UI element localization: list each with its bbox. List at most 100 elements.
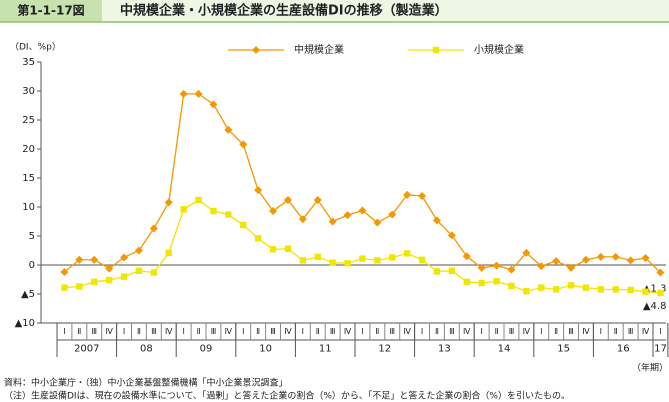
x-tick-label: Ⅱ bbox=[77, 327, 81, 336]
point bbox=[612, 286, 619, 293]
point bbox=[194, 89, 203, 98]
x-tick-label: Ⅳ bbox=[344, 327, 352, 336]
x-tick-label: Ⅰ bbox=[63, 327, 65, 336]
x-tick-label: Ⅳ bbox=[642, 327, 650, 336]
x-tick-label: Ⅱ bbox=[554, 327, 558, 336]
point bbox=[463, 278, 470, 286]
y-tick-label: 30 bbox=[22, 86, 35, 97]
point bbox=[462, 252, 471, 261]
x-tick-label: Ⅲ bbox=[628, 327, 634, 336]
x-tick-label: Ⅰ bbox=[659, 327, 661, 336]
point bbox=[269, 246, 277, 253]
point bbox=[418, 191, 427, 200]
value-label: ▲4.8 bbox=[643, 301, 667, 312]
x-tick-label: Ⅰ bbox=[421, 327, 423, 336]
x-tick-label: Ⅱ bbox=[495, 327, 499, 336]
point bbox=[359, 255, 366, 262]
point bbox=[60, 267, 69, 276]
y-tick-label: 20 bbox=[22, 144, 35, 155]
point bbox=[61, 284, 68, 291]
x-tick-label: Ⅲ bbox=[270, 327, 276, 336]
point bbox=[239, 140, 248, 149]
legend-label: 小規模企業 bbox=[474, 43, 524, 56]
point bbox=[432, 216, 441, 225]
point bbox=[477, 263, 486, 272]
y-axis-label: （DI、%p） bbox=[10, 42, 61, 53]
y-tick-label: 15 bbox=[22, 173, 35, 184]
x-tick-label: Ⅳ bbox=[523, 327, 531, 336]
x-tick-label: Ⅲ bbox=[449, 327, 455, 336]
x-tick-label: Ⅰ bbox=[242, 327, 244, 336]
point bbox=[373, 218, 382, 227]
x-tick-label: Ⅰ bbox=[302, 327, 304, 336]
point bbox=[552, 256, 561, 265]
point bbox=[522, 248, 531, 257]
x-tick-label: Ⅰ bbox=[361, 327, 363, 336]
point bbox=[225, 211, 232, 218]
x-tick-label: Ⅳ bbox=[284, 327, 292, 336]
point bbox=[538, 284, 545, 291]
point bbox=[105, 264, 114, 273]
point bbox=[611, 252, 620, 261]
point bbox=[492, 261, 501, 270]
x-tick-label: Ⅰ bbox=[600, 327, 602, 336]
point bbox=[224, 125, 233, 134]
x-group-label: 11 bbox=[319, 344, 332, 355]
y-tick-label: ▲5 bbox=[21, 289, 35, 300]
x-tick-label: Ⅱ bbox=[137, 327, 141, 336]
x-tick-label: Ⅲ bbox=[330, 327, 336, 336]
x-tick-label: Ⅱ bbox=[256, 327, 260, 336]
point bbox=[656, 268, 665, 277]
point bbox=[210, 207, 217, 215]
point bbox=[283, 196, 292, 205]
y-tick-label: 25 bbox=[22, 115, 35, 126]
x-tick-label: Ⅱ bbox=[375, 327, 379, 336]
point bbox=[180, 206, 187, 213]
x-tick-label: Ⅲ bbox=[568, 327, 574, 336]
point bbox=[240, 221, 247, 229]
point bbox=[507, 265, 516, 274]
y-tick-label: 0 bbox=[29, 260, 35, 271]
point bbox=[493, 278, 500, 285]
point bbox=[641, 254, 650, 263]
header-bar bbox=[0, 0, 669, 22]
chart-title: 中規模企業・小規模企業の生産設備DIの推移（製造業） bbox=[120, 3, 448, 19]
x-tick-label: Ⅳ bbox=[165, 327, 173, 336]
point bbox=[164, 198, 173, 207]
y-tick-label: 35 bbox=[22, 57, 35, 68]
point bbox=[596, 252, 605, 261]
point bbox=[254, 186, 263, 195]
note: （注）生産設備DIは、現在の設備水準について、「過剰」と答えた企業の割合（%）か… bbox=[4, 390, 570, 402]
x-tick-label: Ⅲ bbox=[509, 327, 515, 336]
legend-label: 中規模企業 bbox=[294, 43, 344, 56]
point bbox=[597, 286, 605, 293]
point bbox=[627, 286, 634, 294]
point bbox=[90, 255, 99, 264]
x-tick-label: Ⅲ bbox=[151, 327, 157, 336]
x-group-label: 12 bbox=[378, 344, 391, 355]
point bbox=[343, 211, 352, 220]
value-label: ▲1.3 bbox=[643, 284, 667, 295]
x-tick-label: Ⅱ bbox=[614, 327, 618, 336]
x-tick-label: Ⅳ bbox=[105, 327, 113, 336]
point bbox=[135, 267, 143, 274]
x-tick-label: Ⅱ bbox=[435, 327, 439, 336]
point bbox=[269, 207, 278, 216]
y-tick-label: ▲10 bbox=[15, 318, 35, 329]
point bbox=[432, 46, 440, 54]
x-group-label: 14 bbox=[498, 344, 511, 355]
series-line bbox=[64, 93, 661, 274]
point bbox=[284, 245, 292, 252]
point bbox=[254, 235, 262, 242]
point bbox=[418, 256, 426, 263]
point bbox=[105, 276, 113, 284]
point bbox=[76, 283, 83, 290]
point bbox=[179, 89, 188, 98]
point bbox=[328, 217, 337, 226]
point bbox=[150, 269, 158, 276]
point bbox=[120, 273, 128, 280]
point bbox=[523, 287, 530, 295]
point bbox=[433, 268, 441, 275]
